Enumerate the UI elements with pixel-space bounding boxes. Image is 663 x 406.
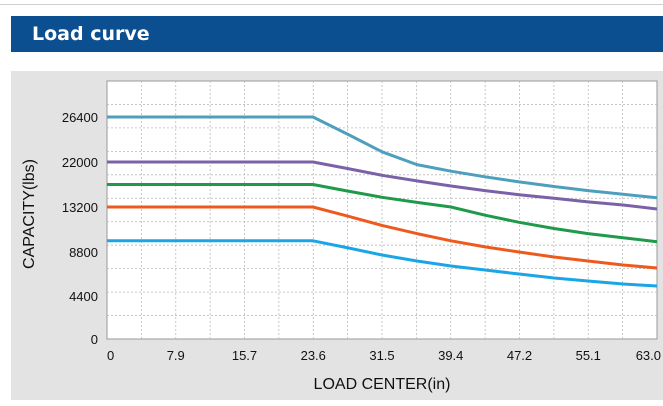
- y-tick-label: 26400: [62, 110, 98, 125]
- gridlines: [107, 81, 657, 339]
- x-tick-labels: 0 7.9 15.7 23.6 31.5 39.4 47.2 55.1 63.0: [107, 348, 661, 363]
- x-tick-label: 15.7: [232, 348, 257, 363]
- section-header: Load curve: [11, 16, 663, 52]
- series-line-3: [107, 183, 658, 244]
- y-tick-labels: 0 4400 8800 13200 22000 26400: [62, 110, 98, 347]
- x-axis-title: LOAD CENTER(in): [314, 376, 451, 393]
- y-axis-title: CAPACITY(lbs): [21, 159, 38, 269]
- x-tick-label: 23.6: [301, 348, 326, 363]
- y-tick-label: 13200: [62, 200, 98, 215]
- x-tick-label: 55.1: [576, 348, 601, 363]
- series-line-1: [107, 115, 658, 200]
- x-tick-label: 39.4: [438, 348, 463, 363]
- section-title: Load curve: [32, 23, 150, 45]
- load-curve-chart: 0 4400 8800 13200 22000 26400 0 7.9 15.7 23.6 31.…: [21, 80, 661, 393]
- y-tick-label: 4400: [69, 289, 98, 304]
- x-tick-label: 63.0: [636, 348, 661, 363]
- x-tick-label: 47.2: [507, 348, 532, 363]
- y-tick-label: 8800: [69, 245, 98, 260]
- chart-panel: 0 4400 8800 13200 22000 26400 0 7.9 15.7 23.6 31.…: [11, 71, 663, 400]
- y-tick-label: 22000: [62, 155, 98, 170]
- series-line-5: [107, 239, 658, 288]
- series-lines: [107, 115, 658, 288]
- x-tick-label: 31.5: [369, 348, 394, 363]
- series-line-4: [107, 205, 658, 270]
- series-line-2: [107, 160, 658, 211]
- x-tick-label: 0: [107, 348, 114, 363]
- top-divider: [0, 4, 663, 5]
- x-tick-label: 7.9: [167, 348, 185, 363]
- y-tick-label: 0: [91, 332, 98, 347]
